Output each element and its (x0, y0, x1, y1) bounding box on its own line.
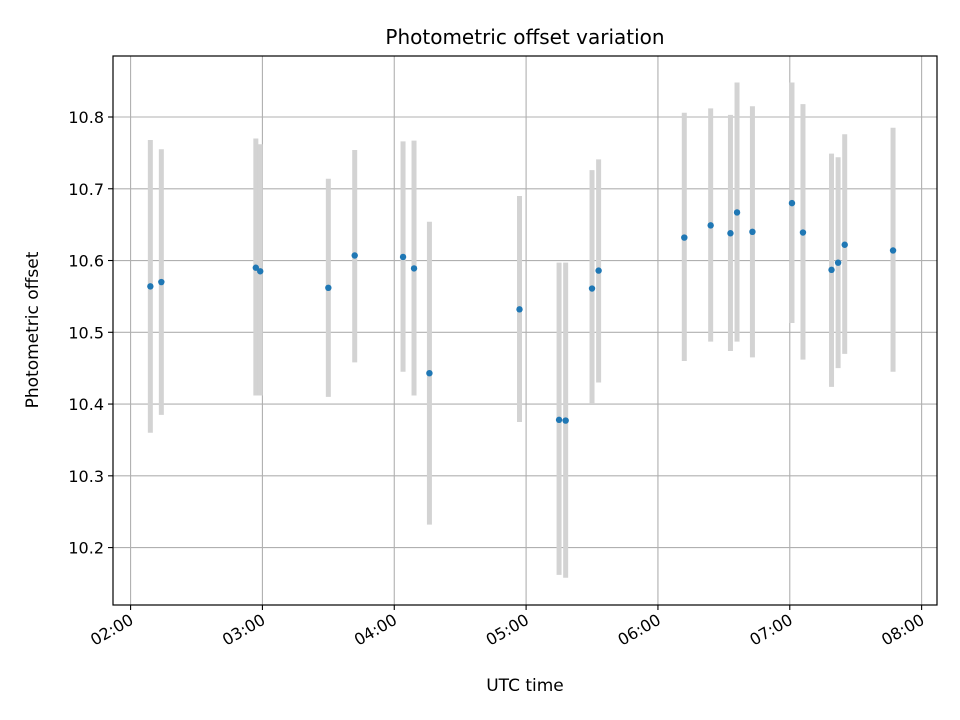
data-point (788, 199, 796, 207)
data-points (147, 199, 897, 424)
plot-area-frame (112, 55, 938, 606)
data-point (588, 285, 596, 292)
data-point (257, 268, 264, 275)
data-point (733, 209, 741, 216)
y-tick-label: 10.6 (68, 252, 104, 271)
data-point (727, 230, 734, 237)
data-point (828, 266, 835, 274)
data-point (555, 416, 563, 424)
data-point (562, 417, 569, 424)
data-point (799, 229, 807, 236)
data-point (325, 284, 332, 291)
data-point (158, 278, 165, 286)
x-axis-title: UTC time (486, 676, 564, 696)
data-point (889, 247, 897, 254)
y-tick-label: 10.2 (68, 539, 104, 558)
data-point (707, 222, 714, 229)
y-axis-ticks: 10.2 10.3 10.4 10.5 10.6 10.7 10.8 (68, 108, 113, 558)
y-axis-title: Photometric offset (23, 251, 43, 408)
chart-title: Photometric offset variation (385, 25, 664, 49)
y-tick-label: 10.3 (68, 467, 104, 486)
data-point (399, 253, 407, 261)
y-tick-label: 10.7 (68, 180, 104, 199)
y-tick-label: 10.5 (68, 323, 104, 342)
data-point (749, 228, 756, 236)
data-point (351, 252, 358, 259)
data-point (834, 259, 842, 266)
y-tick-label: 10.4 (68, 395, 104, 414)
data-point (681, 234, 688, 241)
data-point (147, 283, 154, 290)
data-point (426, 370, 433, 377)
data-point (841, 241, 848, 248)
data-point (516, 306, 523, 313)
data-point (410, 265, 418, 272)
data-point (252, 264, 260, 271)
y-tick-label: 10.8 (68, 108, 104, 127)
data-point (595, 267, 602, 274)
